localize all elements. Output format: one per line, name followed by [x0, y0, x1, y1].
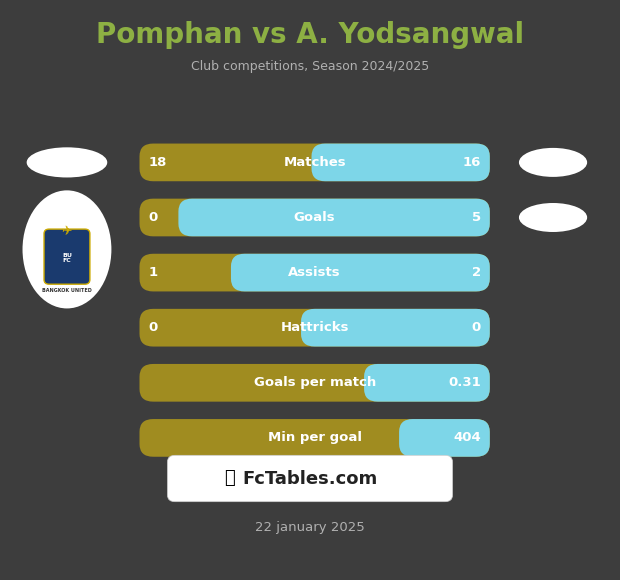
- Text: 0.31: 0.31: [448, 376, 481, 389]
- Text: Goals: Goals: [294, 211, 335, 224]
- Ellipse shape: [519, 148, 587, 177]
- FancyBboxPatch shape: [140, 364, 490, 401]
- Text: 0: 0: [472, 321, 481, 334]
- Text: 0: 0: [148, 321, 157, 334]
- Text: Min per goal: Min per goal: [268, 432, 361, 444]
- Text: Matches: Matches: [283, 156, 346, 169]
- Text: 18: 18: [148, 156, 167, 169]
- Text: Goals per match: Goals per match: [254, 376, 376, 389]
- Text: ✈: ✈: [62, 226, 72, 238]
- Ellipse shape: [519, 203, 587, 232]
- FancyBboxPatch shape: [167, 455, 453, 502]
- Text: 1: 1: [148, 266, 157, 279]
- FancyBboxPatch shape: [44, 229, 90, 284]
- Text: Club competitions, Season 2024/2025: Club competitions, Season 2024/2025: [191, 60, 429, 73]
- FancyBboxPatch shape: [231, 254, 490, 291]
- FancyBboxPatch shape: [140, 198, 490, 237]
- Text: BANGKOK UNITED: BANGKOK UNITED: [42, 288, 92, 292]
- Text: 2: 2: [472, 266, 481, 279]
- FancyBboxPatch shape: [399, 419, 490, 457]
- FancyBboxPatch shape: [140, 254, 490, 291]
- Text: 22 january 2025: 22 january 2025: [255, 521, 365, 534]
- FancyBboxPatch shape: [311, 144, 490, 181]
- Text: 0: 0: [148, 211, 157, 224]
- Ellipse shape: [27, 147, 107, 177]
- Ellipse shape: [24, 191, 110, 307]
- Text: 16: 16: [463, 156, 481, 169]
- Text: Assists: Assists: [288, 266, 341, 279]
- FancyBboxPatch shape: [364, 364, 490, 401]
- Text: 📊: 📊: [224, 469, 235, 488]
- Text: Hattricks: Hattricks: [280, 321, 349, 334]
- Text: FcTables.com: FcTables.com: [242, 469, 378, 488]
- FancyBboxPatch shape: [179, 198, 490, 237]
- FancyBboxPatch shape: [301, 309, 490, 347]
- Text: Pomphan vs A. Yodsangwal: Pomphan vs A. Yodsangwal: [96, 21, 524, 49]
- Text: 404: 404: [453, 432, 481, 444]
- FancyBboxPatch shape: [140, 309, 490, 347]
- Text: BU
FC: BU FC: [62, 253, 72, 263]
- FancyBboxPatch shape: [140, 144, 490, 181]
- Text: 5: 5: [472, 211, 481, 224]
- FancyBboxPatch shape: [140, 419, 490, 457]
